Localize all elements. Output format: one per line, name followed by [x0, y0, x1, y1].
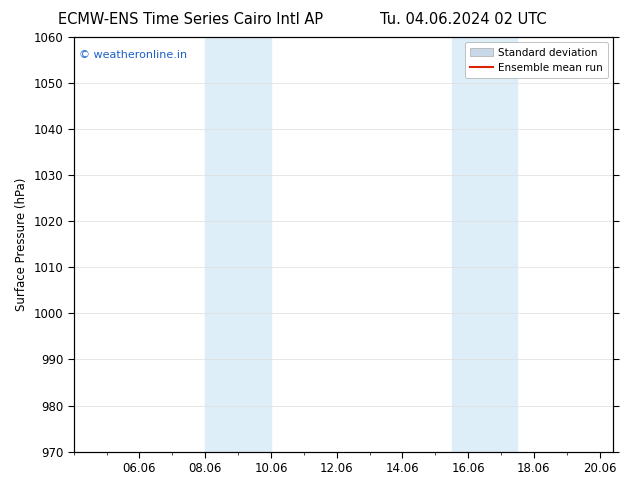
Text: Tu. 04.06.2024 02 UTC: Tu. 04.06.2024 02 UTC — [380, 12, 546, 27]
Y-axis label: Surface Pressure (hPa): Surface Pressure (hPa) — [15, 178, 28, 311]
Text: © weatheronline.in: © weatheronline.in — [79, 49, 187, 60]
Text: ECMW-ENS Time Series Cairo Intl AP: ECMW-ENS Time Series Cairo Intl AP — [58, 12, 323, 27]
Bar — [205, 37, 271, 452]
Bar — [451, 37, 517, 452]
Legend: Standard deviation, Ensemble mean run: Standard deviation, Ensemble mean run — [465, 42, 608, 78]
